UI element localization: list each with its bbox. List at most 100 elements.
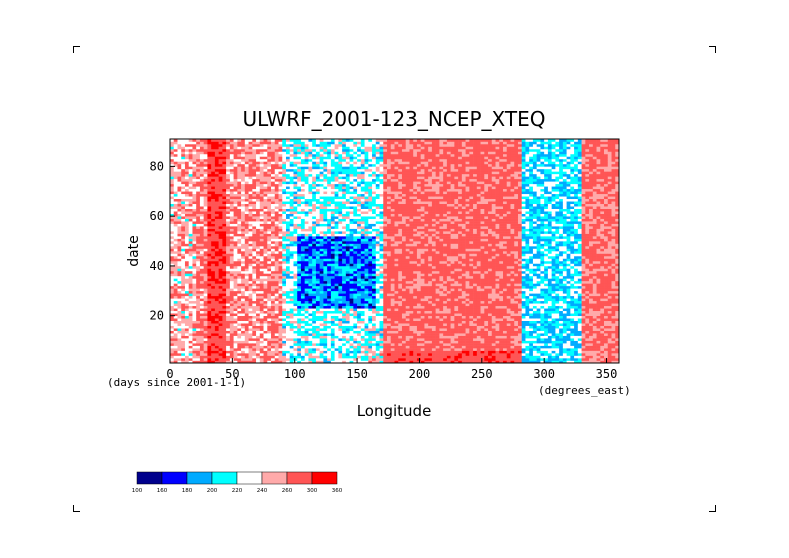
heatmap-cell — [368, 258, 373, 262]
heatmap-cell — [237, 248, 242, 252]
heatmap-cell — [360, 328, 365, 331]
heatmap-cell — [203, 158, 208, 162]
heatmap-cell — [330, 295, 335, 299]
heatmap-cell — [226, 236, 231, 239]
heatmap-cell — [177, 188, 182, 192]
heatmap-cell — [252, 236, 257, 239]
heatmap-cell — [267, 141, 272, 145]
heatmap-cell — [226, 320, 231, 324]
heatmap-cell — [229, 273, 234, 277]
heatmap-cell — [368, 340, 373, 344]
heatmap-cell — [184, 168, 190, 172]
heatmap-cell — [271, 236, 276, 239]
heatmap-cell — [360, 148, 365, 152]
heatmap-cell — [368, 310, 373, 314]
heatmap-cell — [349, 243, 354, 247]
heatmap-cell — [237, 338, 242, 341]
heatmap-cell — [192, 226, 197, 229]
heatmap-cell — [263, 213, 268, 217]
heatmap-cell — [274, 223, 279, 227]
heatmap-cell — [226, 265, 231, 269]
heatmap-cell — [330, 228, 335, 232]
heatmap-cell — [181, 188, 186, 192]
heatmap-cell — [338, 198, 343, 202]
heatmap-cell — [214, 298, 219, 302]
heatmap-cell — [274, 196, 279, 200]
heatmap-cell — [181, 166, 186, 170]
heatmap-cell — [345, 161, 350, 165]
heatmap-cell — [308, 273, 313, 277]
heatmap-cell — [375, 353, 380, 356]
heatmap-cell — [181, 340, 186, 344]
heatmap-cell — [308, 325, 313, 329]
heatmap-cell — [241, 168, 246, 172]
heatmap-cell — [330, 183, 335, 187]
heatmap-cell — [214, 201, 219, 205]
heatmap-cell — [184, 355, 190, 359]
heatmap-cell — [241, 176, 246, 180]
heatmap-cell — [214, 151, 219, 155]
heatmap-cell — [353, 263, 358, 267]
heatmap-cell — [256, 300, 261, 304]
heatmap-cell — [338, 186, 343, 190]
heatmap-cell — [327, 186, 332, 190]
heatmap-cell — [278, 308, 283, 312]
heatmap-cell — [285, 178, 291, 182]
heatmap-cell — [207, 333, 212, 336]
heatmap-cell — [293, 166, 298, 170]
heatmap-cell — [248, 148, 253, 152]
heatmap-cell — [357, 310, 362, 314]
heatmap-cell — [188, 183, 193, 187]
heatmap-cell — [229, 161, 234, 165]
heatmap-cell — [233, 293, 238, 297]
heatmap-cell — [244, 171, 249, 175]
heatmap-cell — [241, 263, 246, 267]
heatmap-cell — [271, 345, 276, 349]
heatmap-cell — [229, 243, 234, 247]
heatmap-cell — [233, 268, 238, 272]
heatmap-cell — [342, 275, 347, 279]
heatmap-cell — [267, 333, 272, 336]
heatmap-cell — [196, 176, 201, 180]
heatmap-cell — [267, 265, 272, 269]
heatmap-cell — [177, 315, 182, 319]
heatmap-cell — [312, 173, 317, 177]
heatmap-cell — [345, 241, 350, 244]
heatmap-cell — [237, 318, 242, 321]
heatmap-cell — [297, 166, 302, 170]
heatmap-cell — [211, 345, 216, 349]
heatmap-cell — [237, 148, 242, 152]
heatmap-cell — [330, 143, 335, 147]
heatmap-cell — [256, 303, 261, 307]
heatmap-cell — [256, 188, 261, 192]
heatmap-cell — [244, 335, 249, 339]
heatmap-cell — [170, 186, 175, 190]
heatmap-cell — [214, 313, 219, 317]
heatmap-cell — [278, 248, 283, 252]
heatmap-cell — [241, 238, 246, 242]
heatmap-cell — [323, 253, 328, 257]
heatmap-cell — [327, 156, 332, 160]
heatmap-cell — [308, 293, 313, 297]
heatmap-cell — [211, 353, 216, 356]
heatmap-cell — [241, 325, 246, 329]
heatmap-cell — [319, 226, 324, 229]
heatmap-cell — [211, 263, 216, 267]
heatmap-cell — [199, 213, 204, 217]
heatmap-cell — [293, 285, 298, 289]
heatmap-cell — [338, 298, 343, 302]
heatmap-cell — [327, 270, 332, 274]
heatmap-cell — [297, 313, 302, 317]
heatmap-cell — [330, 330, 335, 334]
heatmap-cell — [252, 216, 257, 219]
heatmap-cell — [199, 323, 204, 326]
heatmap-cell — [312, 288, 317, 292]
heatmap-cell — [214, 320, 219, 324]
heatmap-cell — [319, 241, 324, 244]
heatmap-cell — [226, 310, 231, 314]
heatmap-cell — [323, 283, 328, 287]
heatmap-cell — [364, 270, 369, 274]
heatmap-cell — [297, 278, 302, 282]
heatmap-cell — [282, 265, 287, 269]
heatmap-cell — [196, 323, 201, 326]
